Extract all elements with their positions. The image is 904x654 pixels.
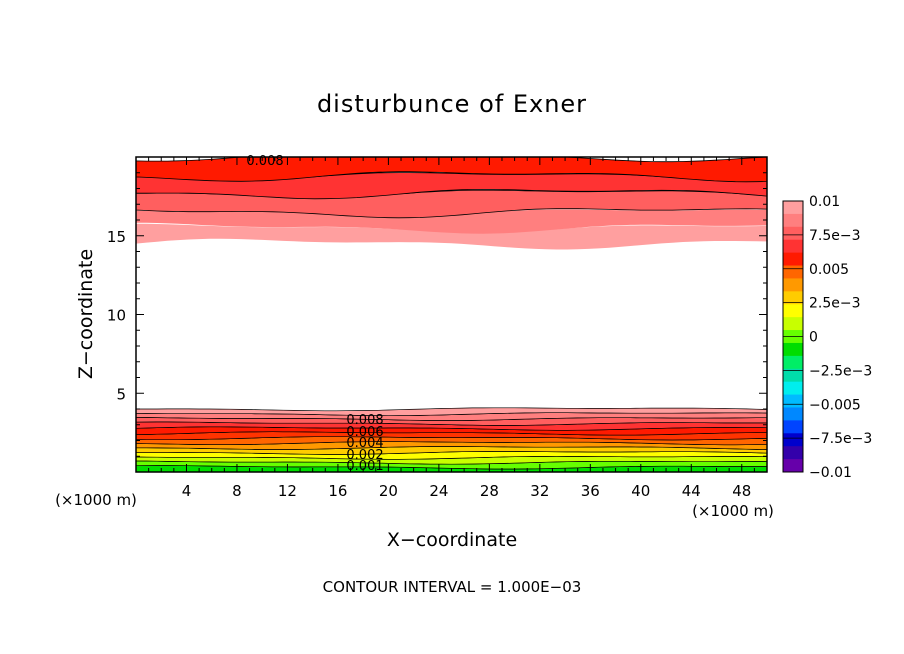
- y-tick-label: 10: [107, 307, 126, 325]
- contour-label: 0.002: [346, 448, 383, 463]
- colorbar-swatch: [783, 226, 803, 241]
- contour-interval-note: CONTOUR INTERVAL = 1.000E−03: [323, 578, 582, 596]
- x-tick-label: 16: [328, 482, 347, 500]
- contour-label: 0.004: [346, 436, 383, 451]
- colorbar-label: 7.5e−3: [809, 228, 861, 244]
- colorbar-swatch: [783, 278, 803, 292]
- colorbar-swatch: [783, 342, 803, 357]
- x-tick-label: 32: [530, 482, 549, 500]
- colorbar-swatch: [783, 433, 803, 447]
- colorbar-swatch: [783, 239, 803, 254]
- x-tick-label: 44: [682, 482, 701, 500]
- colorbar-swatch: [783, 459, 803, 473]
- x-axis: 4 8 12 16 20 24 28 32 36 40 44 48: [148, 157, 755, 500]
- contour-label: 0.006: [346, 425, 383, 440]
- colorbar-swatch: [783, 252, 803, 267]
- colorbar-swatch: [783, 420, 803, 434]
- colorbar-label: −0.005: [809, 397, 861, 413]
- colorbar-swatch: [783, 368, 803, 383]
- x-tick-label: 12: [278, 482, 297, 500]
- upper-contour-band: [136, 223, 767, 250]
- x-tick-label: 20: [379, 482, 398, 500]
- y-axis-label: Z−coordinate: [75, 249, 97, 379]
- y-tick-label: 15: [107, 228, 126, 246]
- x-tick-label: 24: [429, 482, 448, 500]
- contour-label: 0.001: [346, 459, 383, 474]
- colorbar-swatch: [783, 213, 803, 228]
- x-tick-label: 28: [480, 482, 499, 500]
- colorbar: 0.01 7.5e−3 0.005 2.5e−3 0 −2.5e−3 −0.005 −7.5e…: [782, 194, 872, 481]
- contour-label: 0.008: [346, 413, 383, 428]
- colorbar-swatch: [783, 291, 803, 305]
- x-tick-label: 40: [631, 482, 650, 500]
- colorbar-swatch: [783, 446, 803, 460]
- colorbar-swatch: [783, 201, 803, 215]
- colorbar-swatch: [783, 265, 803, 279]
- colorbar-label: −2.5e−3: [809, 363, 872, 379]
- colorbar-label: −0.01: [809, 465, 852, 481]
- x-tick-label: 48: [732, 482, 751, 500]
- colorbar-swatch: [783, 304, 803, 318]
- upper-contour-band: [136, 209, 767, 234]
- colorbar-swatch: [783, 394, 803, 408]
- colorbar-label: −7.5e−3: [809, 431, 872, 447]
- colorbar-label: 0.01: [809, 194, 840, 210]
- colorbar-swatch: [783, 317, 803, 331]
- colorbar-swatch: [783, 381, 803, 396]
- x-tick-label: 4: [182, 482, 192, 500]
- chart-title: disturbunce of Exner: [317, 90, 587, 118]
- colorbar-label: 2.5e−3: [809, 296, 861, 312]
- colorbar-swatch: [783, 355, 803, 370]
- colorbar-label: 0: [809, 330, 818, 346]
- y-axis: 5 10 15: [107, 172, 767, 457]
- colorbar-label: 0.005: [809, 262, 849, 278]
- x-tick-label: 36: [581, 482, 600, 500]
- x-unit-left: (×1000 m): [55, 491, 137, 509]
- x-axis-label: X−coordinate: [387, 529, 517, 551]
- y-tick-label: 5: [116, 385, 126, 403]
- x-tick-label: 8: [232, 482, 242, 500]
- colorbar-swatch: [783, 407, 803, 421]
- x-unit-right: (×1000 m): [692, 502, 774, 520]
